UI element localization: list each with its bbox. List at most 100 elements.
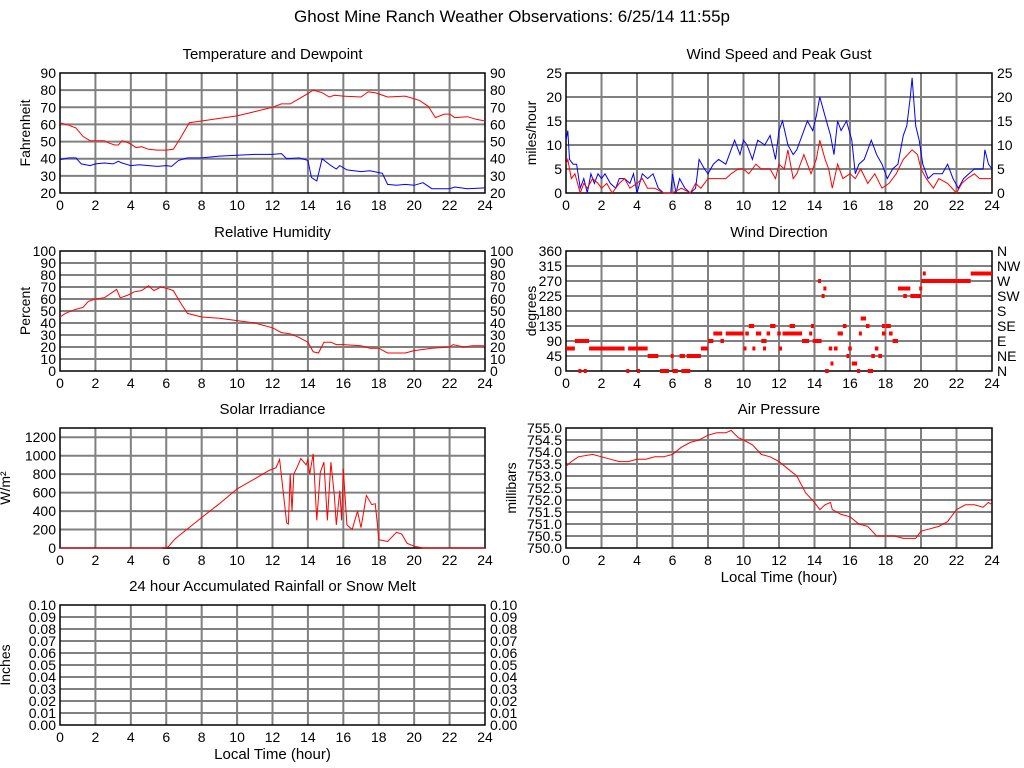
- x-tick-label: 24: [477, 729, 493, 745]
- x-tick-label: 14: [807, 197, 823, 213]
- x-tick-label: 20: [913, 552, 929, 568]
- wind-direction-point: [720, 339, 724, 343]
- wind-direction-point: [897, 286, 911, 291]
- wind-direction-point: [763, 346, 767, 351]
- y-tick-label: 1200: [25, 429, 56, 445]
- y-tick-label: 40: [40, 315, 56, 331]
- x-tick-label: 6: [162, 197, 170, 213]
- wind-direction-point: [858, 331, 862, 336]
- wind-direction-point: [637, 369, 640, 373]
- y-tick-label-right: 90: [490, 255, 506, 271]
- wind-direction-point: [922, 271, 926, 276]
- wind-direction-point: [867, 369, 874, 373]
- y-tick-label: 80: [40, 267, 56, 283]
- y-tick-label-right: 0.01: [490, 705, 517, 721]
- x-tick-label: 24: [984, 197, 1000, 213]
- y-tick-label: 1000: [25, 448, 56, 464]
- y-tick-label-right: SW: [997, 288, 1020, 304]
- x-tick-label: 6: [162, 552, 170, 568]
- y-tick-label: 50: [40, 303, 56, 319]
- chart-title: Wind Direction: [730, 224, 828, 241]
- x-tick-label: 4: [633, 552, 641, 568]
- y-tick-label-right: 20: [997, 89, 1013, 105]
- x-tick-label: 20: [913, 197, 929, 213]
- x-tick-label: 8: [704, 197, 712, 213]
- x-tick-label: 0: [562, 375, 570, 391]
- x-tick-label: 24: [984, 552, 1000, 568]
- wind-direction-point: [777, 331, 781, 336]
- x-tick-label: 22: [442, 197, 458, 213]
- y-tick-label-right: E: [997, 333, 1006, 349]
- wind-direction-point: [812, 339, 822, 343]
- chart-24-hour-accumulated-rainfall-or-snow-melt: 24 hour Accumulated Rainfall or Snow Mel…: [0, 578, 517, 763]
- y-tick-label: 753.0: [527, 468, 562, 484]
- x-tick-label: 14: [807, 552, 823, 568]
- wind-direction-point: [574, 339, 590, 343]
- y-tick-label: 751.5: [527, 504, 562, 520]
- wind-direction-point: [865, 324, 870, 328]
- x-tick-label: 8: [198, 375, 206, 391]
- wind-direction-point: [713, 331, 723, 336]
- wind-direction-point: [566, 346, 575, 351]
- wind-direction-point: [782, 331, 795, 336]
- x-tick-label: 10: [736, 375, 752, 391]
- x-axis-label: Local Time (hour): [721, 569, 838, 586]
- x-tick-label: 24: [984, 375, 1000, 391]
- x-tick-label: 6: [162, 729, 170, 745]
- wind-direction-point: [679, 354, 685, 358]
- x-tick-label: 18: [371, 375, 387, 391]
- y-tick-label: 20: [40, 185, 56, 201]
- x-tick-label: 10: [736, 552, 752, 568]
- chart-title: Wind Speed and Peak Gust: [686, 46, 872, 63]
- wind-direction-point: [881, 331, 886, 336]
- x-tick-label: 12: [771, 197, 787, 213]
- y-tick-label: 50: [40, 134, 56, 150]
- x-tick-label: 14: [300, 729, 316, 745]
- x-tick-label: 2: [92, 729, 100, 745]
- wind-direction-point: [878, 354, 882, 358]
- y-tick-label: 90: [40, 65, 56, 81]
- y-tick-label-right: 0.10: [490, 597, 517, 613]
- y-tick-label: 0.03: [29, 681, 56, 697]
- y-tick-label: 750.5: [527, 528, 562, 544]
- x-tick-label: 22: [949, 375, 965, 391]
- x-tick-label: 14: [300, 375, 316, 391]
- wind-direction-point: [802, 339, 810, 343]
- plot-frame: [565, 72, 993, 194]
- wind-direction-point: [830, 361, 834, 366]
- wind-direction-point: [919, 286, 923, 291]
- y-tick-label: 600: [33, 485, 57, 501]
- wind-direction-point: [660, 369, 669, 373]
- y-tick-label: 90: [546, 333, 562, 349]
- y-tick-label: 80: [40, 82, 56, 98]
- x-tick-label: 0: [562, 552, 570, 568]
- y-tick-label: 45: [546, 348, 562, 364]
- y-tick-label: 20: [40, 339, 56, 355]
- y-tick-label: 0: [554, 363, 562, 379]
- x-tick-label: 16: [336, 552, 352, 568]
- x-axis-label: Local Time (hour): [214, 746, 331, 763]
- y-tick-label-right: 80: [490, 82, 506, 98]
- x-tick-label: 10: [229, 729, 245, 745]
- wind-direction-point: [921, 279, 971, 283]
- page-title: Ghost Mine Ranch Weather Observations: 6…: [294, 7, 730, 26]
- y-tick-label-right: 40: [490, 151, 506, 167]
- x-tick-label: 14: [300, 197, 316, 213]
- y-tick-label: 0.09: [29, 609, 56, 625]
- wind-direction-point: [626, 369, 630, 373]
- y-tick-label-right: S: [997, 303, 1006, 319]
- x-tick-label: 18: [371, 552, 387, 568]
- wind-direction-point: [794, 331, 803, 336]
- x-tick-label: 2: [92, 375, 100, 391]
- x-tick-label: 12: [771, 375, 787, 391]
- x-tick-label: 4: [127, 375, 135, 391]
- x-tick-label: 20: [406, 729, 422, 745]
- x-tick-label: 22: [442, 375, 458, 391]
- series-line-0: [60, 453, 485, 549]
- y-axis-label: millibars: [503, 462, 519, 513]
- y-tick-label: 360: [539, 243, 563, 259]
- x-tick-label: 14: [807, 375, 823, 391]
- y-axis-label: W/m²: [0, 471, 13, 505]
- wind-direction-point: [903, 294, 907, 298]
